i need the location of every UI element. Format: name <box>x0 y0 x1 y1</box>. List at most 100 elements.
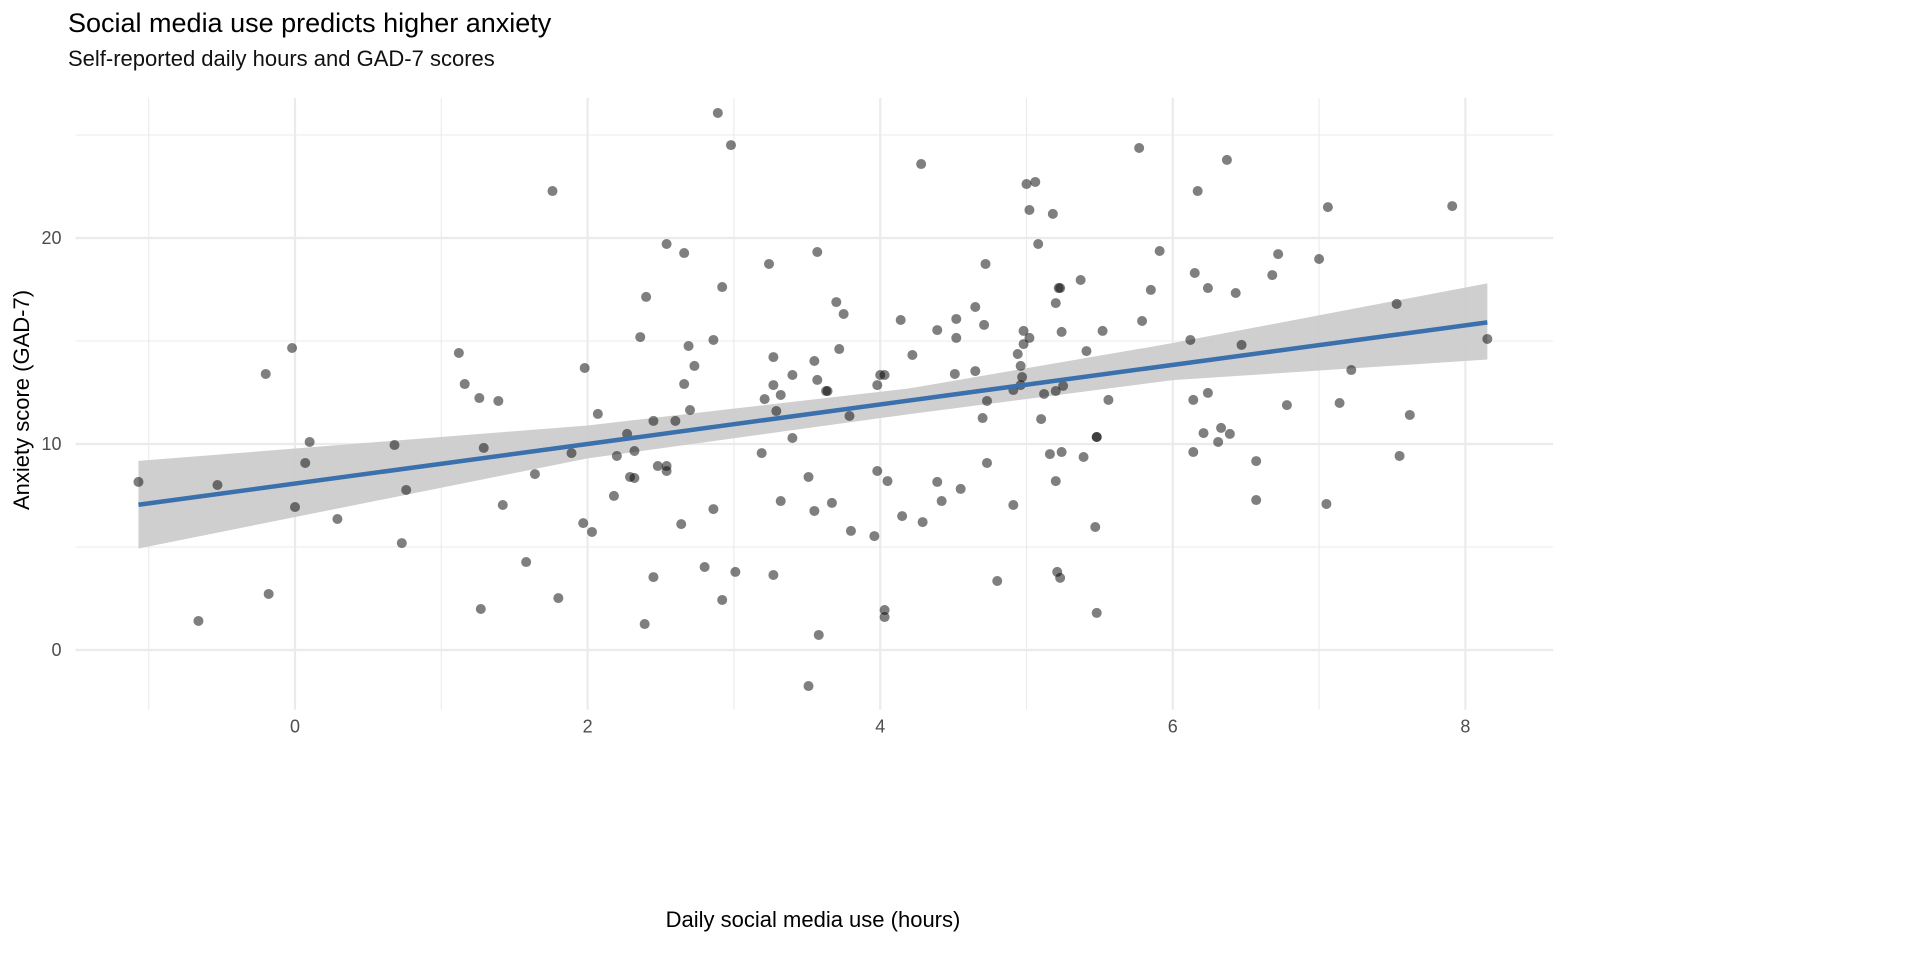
data-point <box>263 588 274 599</box>
data-point <box>459 379 470 390</box>
data-point <box>1050 386 1061 397</box>
data-point <box>300 457 311 468</box>
data-point <box>1036 414 1047 425</box>
data-point <box>1224 428 1235 439</box>
data-point <box>529 469 540 480</box>
data-point <box>1185 334 1196 345</box>
data-point <box>676 519 687 530</box>
data-point <box>970 302 981 313</box>
data-point <box>547 186 558 197</box>
x-tick-label: 0 <box>290 717 300 737</box>
data-point <box>193 615 204 626</box>
data-point <box>1192 186 1203 197</box>
data-point <box>453 347 464 358</box>
data-point <box>641 291 652 302</box>
data-point <box>1154 245 1165 256</box>
data-point <box>932 476 943 487</box>
data-point <box>290 502 300 513</box>
data-point <box>981 457 992 468</box>
data-point <box>1267 270 1278 281</box>
data-point <box>897 511 908 522</box>
data-point <box>639 619 650 630</box>
data-point <box>1097 325 1108 336</box>
data-point <box>717 594 728 605</box>
data-point <box>287 343 298 354</box>
data-point <box>401 484 412 495</box>
data-point <box>879 605 890 616</box>
data-point <box>844 410 855 421</box>
data-point <box>768 380 779 391</box>
data-point <box>809 355 820 366</box>
data-point <box>670 415 681 426</box>
data-point <box>1078 451 1089 462</box>
data-point <box>1056 447 1067 458</box>
data-point <box>1039 388 1050 399</box>
data-point <box>812 374 823 385</box>
y-tick-label: 10 <box>42 434 62 454</box>
data-point <box>683 340 694 351</box>
data-point <box>689 360 700 371</box>
data-point <box>826 497 837 508</box>
data-point <box>936 496 947 507</box>
data-point <box>809 505 820 516</box>
y-tick-label: 0 <box>52 640 62 660</box>
data-point <box>951 313 962 324</box>
data-point <box>1334 398 1345 409</box>
data-point <box>955 483 966 494</box>
grid <box>75 97 1554 710</box>
ticks-group: 0 2 4 6 8 0 10 20 <box>42 228 1471 737</box>
data-point <box>1213 436 1224 447</box>
data-point <box>1346 365 1357 376</box>
trend-group <box>138 320 1488 507</box>
data-point <box>712 107 723 118</box>
data-point <box>1236 339 1247 350</box>
data-point <box>879 369 890 380</box>
data-point <box>787 369 798 380</box>
y-axis-label: Anxiety score (GAD-7) <box>9 290 34 510</box>
data-point <box>831 297 842 308</box>
data-point <box>838 309 849 320</box>
x-tick-label: 2 <box>583 717 593 737</box>
data-point <box>717 282 728 293</box>
data-point <box>1033 238 1044 249</box>
y-tick-label: 20 <box>42 228 62 248</box>
data-point <box>304 436 315 447</box>
x-tick-label: 4 <box>875 717 885 737</box>
data-point <box>949 368 960 379</box>
data-point <box>389 440 400 451</box>
data-point <box>768 570 779 581</box>
data-point <box>1273 249 1284 260</box>
points-group <box>133 107 1493 692</box>
data-point <box>212 479 223 490</box>
data-point <box>1314 254 1325 265</box>
data-point <box>980 258 991 269</box>
data-point <box>652 461 663 472</box>
data-point <box>992 575 1003 586</box>
data-point <box>629 446 640 457</box>
data-point <box>1047 208 1058 219</box>
data-point <box>1447 201 1458 212</box>
data-point <box>521 557 532 568</box>
data-point <box>553 593 564 604</box>
data-point <box>1091 431 1102 442</box>
data-point <box>730 566 741 577</box>
data-point <box>1081 346 1092 357</box>
data-point <box>1404 409 1415 420</box>
data-point <box>1189 268 1200 279</box>
data-point <box>1394 450 1405 461</box>
trend-line <box>138 320 1488 507</box>
data-point <box>493 395 504 406</box>
data-point <box>661 238 672 249</box>
data-point <box>1015 360 1026 371</box>
data-point <box>579 362 590 373</box>
data-point <box>648 415 659 426</box>
confidence-band <box>138 283 1488 549</box>
data-point <box>979 319 990 330</box>
data-point <box>725 140 736 151</box>
x-axis-label: Daily social media use (hours) <box>666 907 961 932</box>
data-point <box>1281 400 1292 411</box>
data-point <box>478 442 489 453</box>
data-point <box>932 325 943 336</box>
data-point <box>834 344 845 355</box>
data-point <box>775 496 786 507</box>
